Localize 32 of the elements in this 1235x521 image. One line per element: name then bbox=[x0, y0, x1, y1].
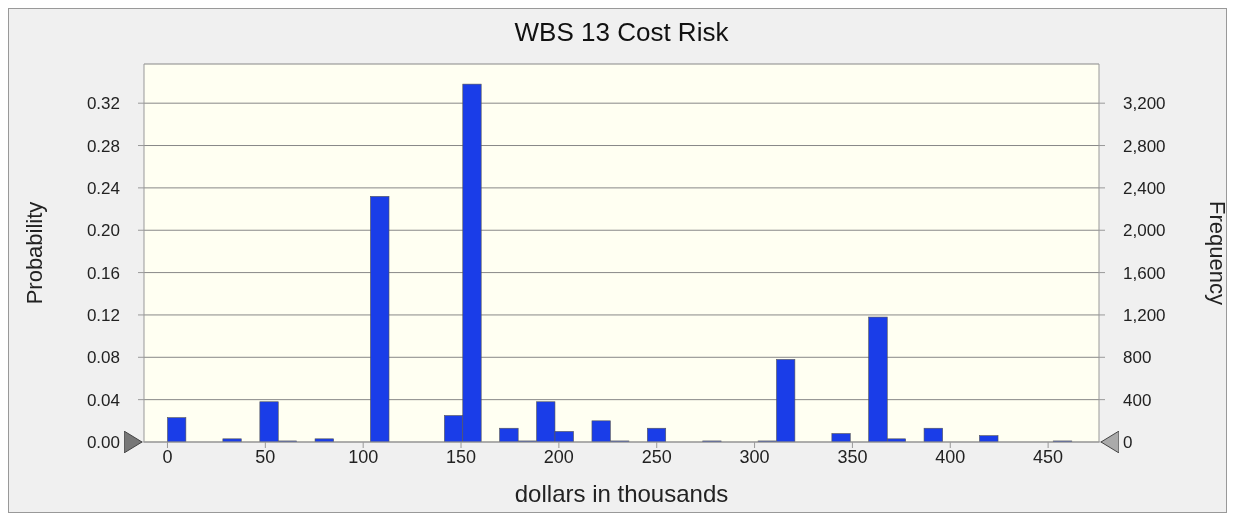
y-axis-title: Probability bbox=[21, 201, 47, 305]
x-tick-label: 200 bbox=[543, 446, 574, 467]
y2-tick-label: 2,400 bbox=[1123, 178, 1166, 198]
x-tick-label: 150 bbox=[446, 446, 477, 467]
x-tick-label: 450 bbox=[1033, 446, 1064, 467]
y2-tick-label: 800 bbox=[1123, 348, 1152, 368]
x-axis-title: dollars in thousands bbox=[514, 480, 729, 507]
y-tick-label: 0.16 bbox=[86, 263, 120, 283]
x-tick-label: 100 bbox=[348, 446, 379, 467]
x-tick-label: 250 bbox=[641, 446, 672, 467]
y-tick-label: 0.32 bbox=[86, 94, 120, 114]
y-tick-label: 0.08 bbox=[86, 348, 120, 368]
y-tick-label: 0.20 bbox=[86, 221, 120, 241]
y2-tick-label: 2,800 bbox=[1123, 136, 1166, 156]
y2-axis-title: Frequency bbox=[1205, 201, 1231, 305]
y2-tick-label: 400 bbox=[1123, 390, 1152, 410]
chart-title: WBS 13 Cost Risk bbox=[514, 17, 730, 47]
y2-tick-label: 3,200 bbox=[1123, 94, 1166, 114]
y-tick-label: 0.24 bbox=[86, 178, 120, 198]
y-tick-label: 0.28 bbox=[86, 136, 120, 156]
y2-tick-label: 1,200 bbox=[1123, 305, 1166, 325]
x-tick-label: 300 bbox=[739, 446, 770, 467]
y-tick-label: 0.00 bbox=[86, 433, 120, 453]
y-tick-label: 0.12 bbox=[86, 305, 120, 325]
y2-tick-label: 0 bbox=[1123, 433, 1133, 453]
x-tick-label: 0 bbox=[162, 446, 173, 467]
x-tick-label: 400 bbox=[935, 446, 966, 467]
y2-tick-label: 2,000 bbox=[1123, 221, 1166, 241]
y2-tick-label: 1,600 bbox=[1123, 263, 1166, 283]
x-tick-label: 350 bbox=[837, 446, 868, 467]
y-tick-label: 0.04 bbox=[86, 390, 120, 410]
x-tick-label: 50 bbox=[255, 446, 276, 467]
